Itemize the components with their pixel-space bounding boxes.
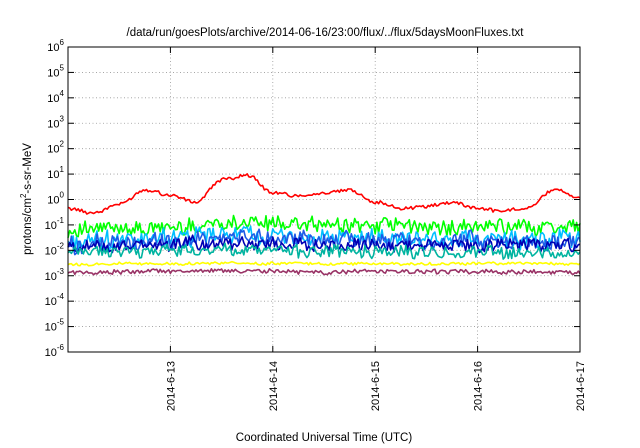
- y-axis-label-sup: 2: [19, 193, 28, 198]
- y-tick-label: 10-4: [45, 292, 65, 308]
- series-group: [67, 173, 581, 276]
- y-tick-exponent: -1: [57, 216, 65, 225]
- y-tick-label: 10-1: [45, 216, 65, 232]
- series-line: [67, 268, 581, 276]
- y-tick-exponent: 2: [60, 140, 65, 149]
- series-line: [67, 214, 581, 238]
- y-tick-exponent: -2: [57, 241, 65, 250]
- y-tick-label: 10-3: [45, 267, 65, 283]
- x-tick-label: 2014-6-15: [370, 361, 382, 411]
- y-tick-exponent: 3: [60, 114, 65, 123]
- y-tick-exponent: -5: [57, 318, 65, 327]
- y-tick-labels: 10-610-510-410-310-210-11001011021031041…: [45, 38, 65, 359]
- chart-title: /data/run/goesPlots/archive/2014-06-16/2…: [127, 27, 525, 39]
- y-tick-exponent: -3: [57, 267, 65, 276]
- y-tick-label: 104: [47, 89, 64, 105]
- x-tick-label: 2014-6-14: [268, 361, 280, 411]
- y-tick-label: 10-6: [45, 343, 65, 359]
- tick-marks: [68, 46, 581, 353]
- y-axis-label-post: -s-sr-MeV: [22, 143, 34, 194]
- x-tick-labels: 2014-6-13 2014-6-14 2014-6-15 2014-6-16 2014…: [165, 361, 587, 411]
- y-tick-exponent: 0: [60, 191, 65, 200]
- grid: [68, 47, 580, 352]
- y-axis-label: protons/cm2-s-sr-MeV: [19, 143, 34, 255]
- y-tick-label: 106: [47, 38, 64, 54]
- y-tick-base: 10: [47, 169, 59, 181]
- y-tick-exponent: 4: [60, 89, 65, 98]
- y-tick-base: 10: [45, 347, 57, 359]
- series-line: [67, 173, 581, 215]
- x-axis-label: Coordinated Universal Time (UTC): [236, 432, 413, 444]
- y-tick-base: 10: [45, 245, 57, 257]
- y-tick-exponent: 1: [60, 165, 65, 174]
- y-tick-label: 10-5: [45, 318, 65, 334]
- y-tick-base: 10: [45, 322, 57, 334]
- y-tick-base: 10: [45, 271, 57, 283]
- y-tick-exponent: 6: [60, 38, 65, 47]
- y-tick-exponent: -4: [57, 292, 65, 301]
- series-line: [67, 234, 581, 254]
- x-tick-label: 2014-6-13: [165, 361, 177, 411]
- series-line: [67, 242, 581, 260]
- y-tick-base: 10: [45, 296, 57, 308]
- y-tick-label: 100: [47, 191, 64, 207]
- x-tick-label: 2014-6-16: [473, 361, 485, 411]
- series-line: [67, 228, 581, 256]
- y-tick-base: 10: [47, 195, 59, 207]
- y-tick-exponent: -6: [57, 343, 65, 352]
- y-tick-base: 10: [47, 67, 59, 79]
- y-tick-label: 102: [47, 140, 64, 156]
- y-tick-exponent: 5: [60, 63, 65, 72]
- series-line: [67, 260, 581, 267]
- y-tick-base: 10: [47, 118, 59, 130]
- x-tick-label: 2014-6-17: [575, 361, 587, 411]
- y-axis-label-pre: protons/cm: [22, 198, 34, 255]
- y-tick-label: 10-2: [45, 241, 65, 257]
- y-tick-base: 10: [45, 220, 57, 232]
- y-tick-label: 101: [47, 165, 64, 181]
- y-tick-label: 105: [47, 63, 64, 79]
- y-tick-base: 10: [47, 144, 59, 156]
- y-tick-base: 10: [47, 42, 59, 54]
- y-tick-label: 103: [47, 114, 64, 130]
- y-tick-base: 10: [47, 93, 59, 105]
